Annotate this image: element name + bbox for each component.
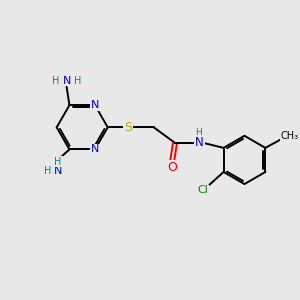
Text: H: H — [74, 76, 82, 85]
Text: H: H — [44, 166, 52, 176]
Text: N: N — [63, 76, 71, 85]
Text: H: H — [54, 157, 62, 166]
Text: N: N — [195, 136, 204, 149]
Text: H: H — [52, 76, 59, 85]
Text: N: N — [91, 144, 99, 154]
Text: S: S — [124, 121, 132, 134]
Text: H: H — [195, 128, 202, 136]
Text: Cl: Cl — [198, 185, 208, 195]
Text: O: O — [167, 160, 177, 173]
Text: N: N — [54, 166, 62, 176]
Text: N: N — [91, 100, 99, 110]
Text: CH₃: CH₃ — [280, 131, 298, 141]
